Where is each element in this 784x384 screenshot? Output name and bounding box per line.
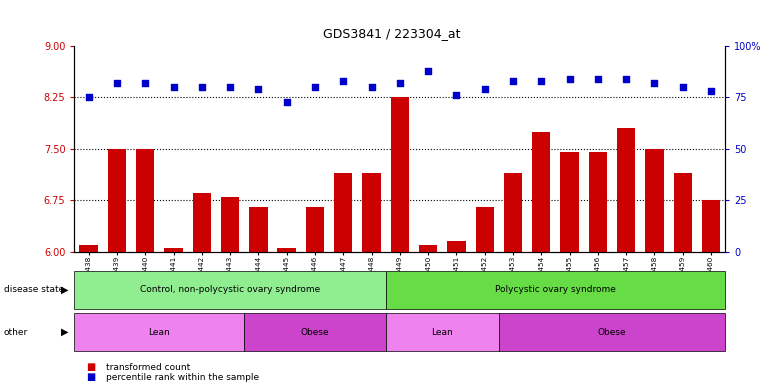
Point — [139, 80, 151, 86]
Bar — [673, 173, 692, 252]
Point — [478, 86, 491, 92]
Text: Obese: Obese — [597, 328, 626, 337]
Point — [252, 86, 265, 92]
Point — [620, 76, 633, 82]
Bar — [107, 149, 126, 252]
Point — [309, 84, 321, 90]
Bar — [645, 149, 664, 252]
Point — [82, 94, 95, 101]
Point — [422, 68, 434, 74]
Point — [337, 78, 350, 84]
Text: ▶: ▶ — [60, 285, 68, 295]
Point — [564, 76, 576, 82]
Point — [167, 84, 180, 90]
Text: ■: ■ — [86, 372, 96, 382]
Point — [281, 98, 293, 104]
Point — [648, 80, 661, 86]
Bar — [306, 207, 324, 252]
Point — [677, 84, 689, 90]
Bar — [617, 128, 635, 252]
Text: percentile rank within the sample: percentile rank within the sample — [106, 373, 259, 382]
Bar — [334, 173, 353, 252]
Bar — [79, 245, 98, 252]
Bar — [136, 149, 154, 252]
Bar — [589, 152, 607, 252]
Text: Polycystic ovary syndrome: Polycystic ovary syndrome — [495, 285, 616, 295]
Point — [450, 92, 463, 98]
Text: Control, non-polycystic ovary syndrome: Control, non-polycystic ovary syndrome — [140, 285, 320, 295]
Bar — [278, 248, 296, 252]
Text: Lean: Lean — [148, 328, 170, 337]
Bar — [561, 152, 579, 252]
Text: other: other — [4, 328, 28, 337]
Point — [195, 84, 208, 90]
Text: ▶: ▶ — [60, 327, 68, 337]
Point — [394, 80, 406, 86]
Bar — [419, 245, 437, 252]
Point — [535, 78, 547, 84]
Point — [223, 84, 236, 90]
Bar — [221, 197, 239, 252]
Bar — [504, 173, 522, 252]
Bar — [362, 173, 381, 252]
Text: transformed count: transformed count — [106, 363, 190, 372]
Point — [592, 76, 604, 82]
Text: disease state: disease state — [4, 285, 64, 295]
Bar — [165, 248, 183, 252]
Bar — [702, 200, 720, 252]
Point — [506, 78, 519, 84]
Point — [365, 84, 378, 90]
Text: ■: ■ — [86, 362, 96, 372]
Bar — [447, 241, 466, 252]
Bar — [249, 207, 267, 252]
Point — [111, 80, 123, 86]
Text: Obese: Obese — [300, 328, 329, 337]
Bar — [476, 207, 494, 252]
Text: Lean: Lean — [431, 328, 453, 337]
Text: GDS3841 / 223304_at: GDS3841 / 223304_at — [323, 27, 461, 40]
Bar — [193, 193, 211, 252]
Point — [705, 88, 717, 94]
Bar — [532, 132, 550, 252]
Bar — [390, 98, 409, 252]
